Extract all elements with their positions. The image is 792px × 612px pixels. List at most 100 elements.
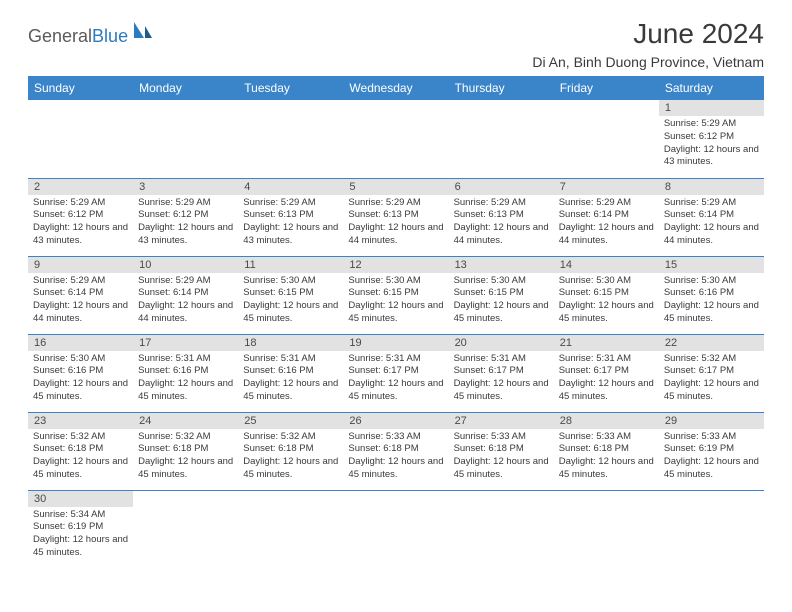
- day-header: Thursday: [449, 76, 554, 100]
- calendar-day-cell: 4Sunrise: 5:29 AMSunset: 6:13 PMDaylight…: [238, 178, 343, 256]
- calendar-day-cell: 28Sunrise: 5:33 AMSunset: 6:18 PMDayligh…: [554, 412, 659, 490]
- title-block: June 2024 Di An, Binh Duong Province, Vi…: [532, 18, 764, 70]
- day-number: 25: [238, 413, 343, 429]
- day-number: 19: [343, 335, 448, 351]
- day-number: 2: [28, 179, 133, 195]
- calendar-day-cell: 17Sunrise: 5:31 AMSunset: 6:16 PMDayligh…: [133, 334, 238, 412]
- day-number: 6: [449, 179, 554, 195]
- calendar-day-cell: 1Sunrise: 5:29 AMSunset: 6:12 PMDaylight…: [659, 100, 764, 178]
- day-details: Sunrise: 5:30 AMSunset: 6:15 PMDaylight:…: [449, 273, 554, 330]
- day-number: 18: [238, 335, 343, 351]
- sail-icon: [132, 20, 154, 45]
- day-details: Sunrise: 5:30 AMSunset: 6:15 PMDaylight:…: [238, 273, 343, 330]
- day-number: 27: [449, 413, 554, 429]
- calendar-day-cell: 15Sunrise: 5:30 AMSunset: 6:16 PMDayligh…: [659, 256, 764, 334]
- month-title: June 2024: [532, 18, 764, 50]
- calendar-day-cell: 26Sunrise: 5:33 AMSunset: 6:18 PMDayligh…: [343, 412, 448, 490]
- day-number: 26: [343, 413, 448, 429]
- day-details: Sunrise: 5:29 AMSunset: 6:14 PMDaylight:…: [659, 195, 764, 252]
- calendar-day-cell: 7Sunrise: 5:29 AMSunset: 6:14 PMDaylight…: [554, 178, 659, 256]
- day-number: 23: [28, 413, 133, 429]
- calendar-day-cell: 20Sunrise: 5:31 AMSunset: 6:17 PMDayligh…: [449, 334, 554, 412]
- calendar-empty-cell: [343, 490, 448, 568]
- day-number: 30: [28, 491, 133, 507]
- day-details: Sunrise: 5:32 AMSunset: 6:18 PMDaylight:…: [133, 429, 238, 486]
- day-details: Sunrise: 5:29 AMSunset: 6:14 PMDaylight:…: [133, 273, 238, 330]
- day-number: 21: [554, 335, 659, 351]
- calendar-day-cell: 29Sunrise: 5:33 AMSunset: 6:19 PMDayligh…: [659, 412, 764, 490]
- day-number: 29: [659, 413, 764, 429]
- calendar-day-cell: 23Sunrise: 5:32 AMSunset: 6:18 PMDayligh…: [28, 412, 133, 490]
- calendar-empty-cell: [554, 100, 659, 178]
- day-number: 14: [554, 257, 659, 273]
- calendar-day-cell: 10Sunrise: 5:29 AMSunset: 6:14 PMDayligh…: [133, 256, 238, 334]
- day-details: Sunrise: 5:32 AMSunset: 6:18 PMDaylight:…: [238, 429, 343, 486]
- day-details: Sunrise: 5:29 AMSunset: 6:12 PMDaylight:…: [133, 195, 238, 252]
- logo-text-blue: Blue: [92, 26, 128, 47]
- day-details: Sunrise: 5:30 AMSunset: 6:16 PMDaylight:…: [28, 351, 133, 408]
- calendar-week-row: 30Sunrise: 5:34 AMSunset: 6:19 PMDayligh…: [28, 490, 764, 568]
- calendar-empty-cell: [133, 490, 238, 568]
- day-number: 4: [238, 179, 343, 195]
- day-details: Sunrise: 5:31 AMSunset: 6:16 PMDaylight:…: [133, 351, 238, 408]
- calendar-day-cell: 8Sunrise: 5:29 AMSunset: 6:14 PMDaylight…: [659, 178, 764, 256]
- logo: GeneralBlue: [28, 26, 154, 47]
- calendar-empty-cell: [449, 490, 554, 568]
- day-details: Sunrise: 5:29 AMSunset: 6:14 PMDaylight:…: [554, 195, 659, 252]
- day-number: 8: [659, 179, 764, 195]
- calendar-empty-cell: [238, 490, 343, 568]
- day-number: 22: [659, 335, 764, 351]
- day-number: 1: [659, 100, 764, 116]
- calendar-day-cell: 6Sunrise: 5:29 AMSunset: 6:13 PMDaylight…: [449, 178, 554, 256]
- day-details: Sunrise: 5:33 AMSunset: 6:19 PMDaylight:…: [659, 429, 764, 486]
- day-number: 28: [554, 413, 659, 429]
- day-details: Sunrise: 5:29 AMSunset: 6:13 PMDaylight:…: [343, 195, 448, 252]
- day-header: Saturday: [659, 76, 764, 100]
- day-number: 9: [28, 257, 133, 273]
- header: GeneralBlue June 2024 Di An, Binh Duong …: [28, 18, 764, 70]
- calendar-day-cell: 2Sunrise: 5:29 AMSunset: 6:12 PMDaylight…: [28, 178, 133, 256]
- day-number: 10: [133, 257, 238, 273]
- day-details: Sunrise: 5:29 AMSunset: 6:13 PMDaylight:…: [238, 195, 343, 252]
- day-details: Sunrise: 5:32 AMSunset: 6:18 PMDaylight:…: [28, 429, 133, 486]
- calendar-day-cell: 13Sunrise: 5:30 AMSunset: 6:15 PMDayligh…: [449, 256, 554, 334]
- calendar-day-cell: 12Sunrise: 5:30 AMSunset: 6:15 PMDayligh…: [343, 256, 448, 334]
- calendar-week-row: 23Sunrise: 5:32 AMSunset: 6:18 PMDayligh…: [28, 412, 764, 490]
- calendar-day-cell: 14Sunrise: 5:30 AMSunset: 6:15 PMDayligh…: [554, 256, 659, 334]
- day-number: 15: [659, 257, 764, 273]
- day-details: Sunrise: 5:31 AMSunset: 6:17 PMDaylight:…: [449, 351, 554, 408]
- calendar-empty-cell: [133, 100, 238, 178]
- day-details: Sunrise: 5:33 AMSunset: 6:18 PMDaylight:…: [343, 429, 448, 486]
- day-details: Sunrise: 5:29 AMSunset: 6:12 PMDaylight:…: [28, 195, 133, 252]
- day-header: Friday: [554, 76, 659, 100]
- day-number: 13: [449, 257, 554, 273]
- calendar-day-cell: 3Sunrise: 5:29 AMSunset: 6:12 PMDaylight…: [133, 178, 238, 256]
- day-number: 17: [133, 335, 238, 351]
- day-details: Sunrise: 5:30 AMSunset: 6:15 PMDaylight:…: [343, 273, 448, 330]
- calendar-empty-cell: [554, 490, 659, 568]
- day-details: Sunrise: 5:29 AMSunset: 6:13 PMDaylight:…: [449, 195, 554, 252]
- day-number: 7: [554, 179, 659, 195]
- day-number: 5: [343, 179, 448, 195]
- day-details: Sunrise: 5:29 AMSunset: 6:14 PMDaylight:…: [28, 273, 133, 330]
- calendar-week-row: 2Sunrise: 5:29 AMSunset: 6:12 PMDaylight…: [28, 178, 764, 256]
- calendar-week-row: 1Sunrise: 5:29 AMSunset: 6:12 PMDaylight…: [28, 100, 764, 178]
- calendar-week-row: 16Sunrise: 5:30 AMSunset: 6:16 PMDayligh…: [28, 334, 764, 412]
- calendar-empty-cell: [449, 100, 554, 178]
- location-text: Di An, Binh Duong Province, Vietnam: [532, 54, 764, 70]
- calendar-empty-cell: [238, 100, 343, 178]
- day-number: 12: [343, 257, 448, 273]
- calendar-day-cell: 25Sunrise: 5:32 AMSunset: 6:18 PMDayligh…: [238, 412, 343, 490]
- day-header: Monday: [133, 76, 238, 100]
- calendar-day-cell: 27Sunrise: 5:33 AMSunset: 6:18 PMDayligh…: [449, 412, 554, 490]
- day-details: Sunrise: 5:33 AMSunset: 6:18 PMDaylight:…: [449, 429, 554, 486]
- calendar-empty-cell: [343, 100, 448, 178]
- calendar-day-cell: 19Sunrise: 5:31 AMSunset: 6:17 PMDayligh…: [343, 334, 448, 412]
- day-number: 20: [449, 335, 554, 351]
- day-details: Sunrise: 5:34 AMSunset: 6:19 PMDaylight:…: [28, 507, 133, 564]
- day-details: Sunrise: 5:30 AMSunset: 6:16 PMDaylight:…: [659, 273, 764, 330]
- day-number: 3: [133, 179, 238, 195]
- calendar-day-cell: 21Sunrise: 5:31 AMSunset: 6:17 PMDayligh…: [554, 334, 659, 412]
- day-details: Sunrise: 5:33 AMSunset: 6:18 PMDaylight:…: [554, 429, 659, 486]
- calendar-empty-cell: [28, 100, 133, 178]
